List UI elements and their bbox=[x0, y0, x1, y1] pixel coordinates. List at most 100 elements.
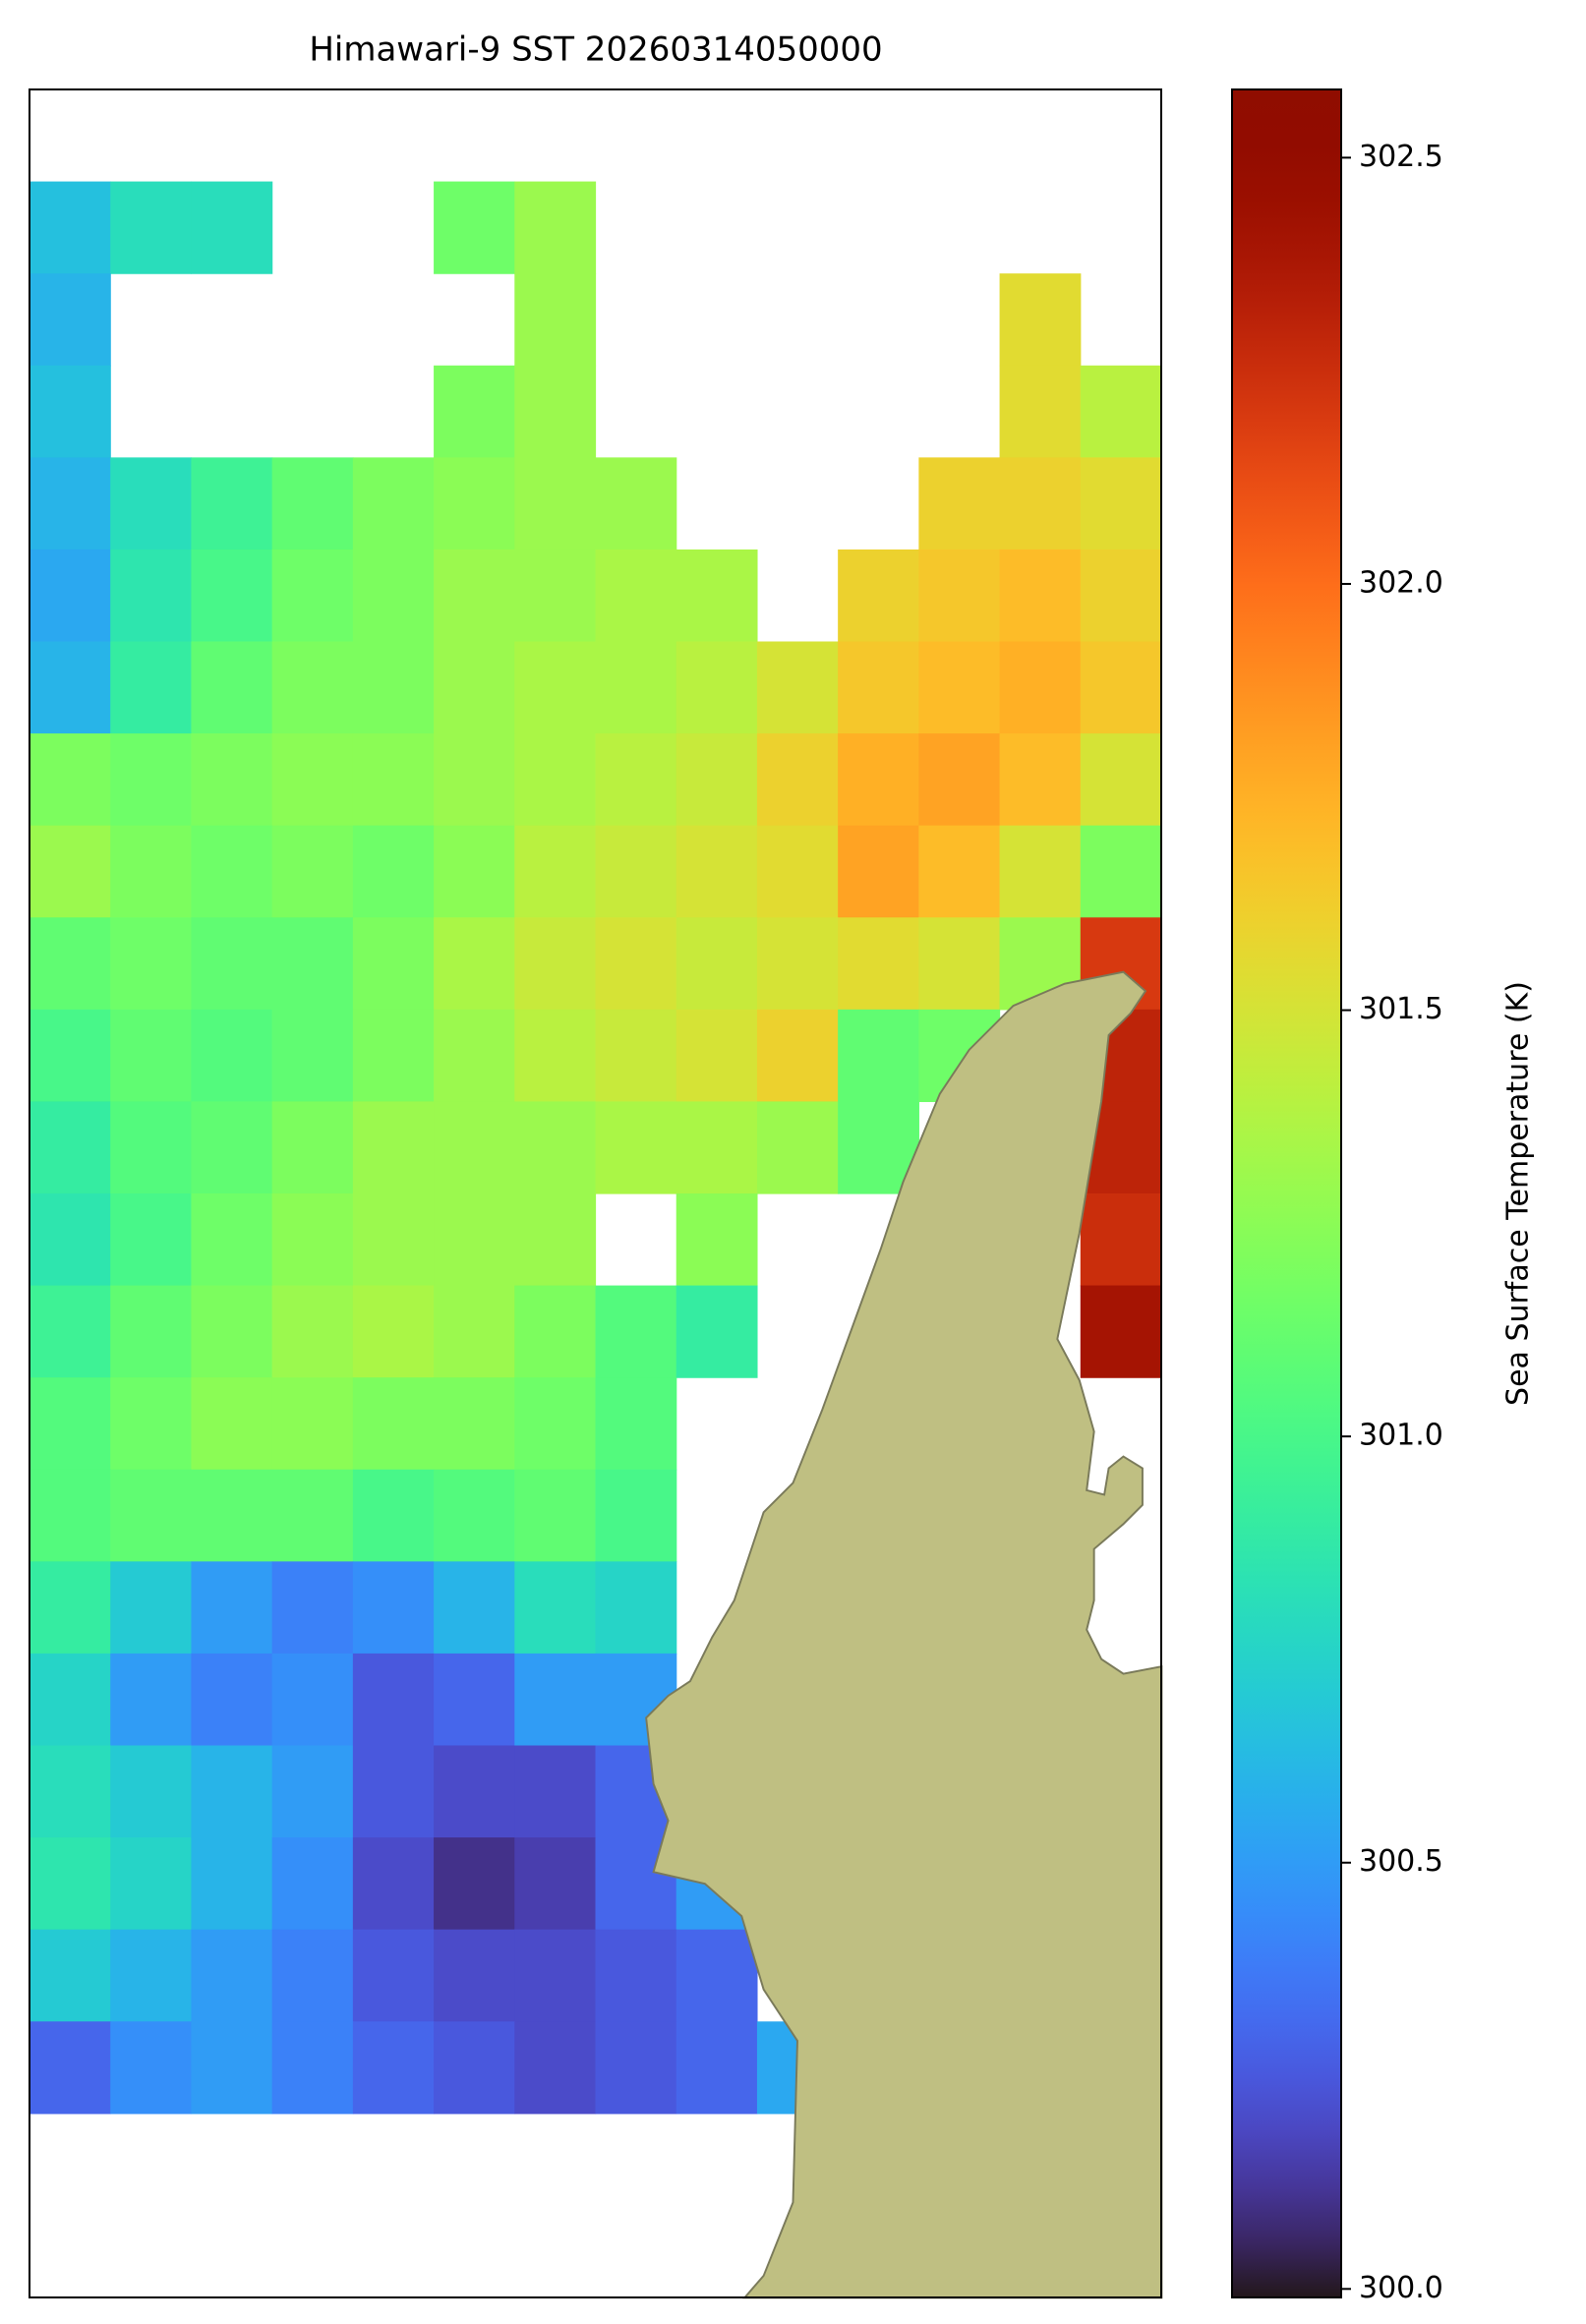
heatmap bbox=[29, 181, 1162, 2115]
cell bbox=[676, 733, 758, 827]
cell bbox=[676, 1929, 758, 2022]
cell bbox=[29, 1929, 111, 2022]
cell bbox=[352, 733, 435, 827]
cell bbox=[514, 1377, 597, 1471]
cell bbox=[29, 641, 111, 734]
cell bbox=[514, 1837, 597, 1931]
cell bbox=[29, 181, 111, 274]
cell bbox=[352, 457, 435, 551]
cell bbox=[29, 917, 111, 1011]
cell bbox=[29, 1469, 111, 1562]
colorbar-tick-label: 302.5 bbox=[1359, 140, 1443, 174]
cell bbox=[29, 1745, 111, 1838]
cell bbox=[918, 825, 1001, 918]
cell bbox=[110, 1009, 193, 1103]
cell bbox=[918, 549, 1001, 643]
cell bbox=[434, 733, 515, 827]
cell bbox=[271, 2021, 354, 2115]
cell bbox=[676, 1285, 758, 1378]
cell bbox=[110, 1193, 193, 1287]
cell bbox=[434, 549, 515, 643]
cell bbox=[434, 181, 515, 274]
cell bbox=[191, 1653, 273, 1747]
cell bbox=[191, 457, 273, 551]
cell bbox=[271, 1929, 354, 2022]
cell bbox=[110, 1653, 193, 1747]
cell bbox=[29, 549, 111, 643]
cell bbox=[29, 1193, 111, 1287]
cell bbox=[110, 1101, 193, 1194]
cell bbox=[434, 2021, 515, 2115]
cell bbox=[110, 1929, 193, 2022]
colorbar-tick-label: 302.0 bbox=[1359, 565, 1443, 600]
cell bbox=[838, 825, 919, 918]
cell bbox=[352, 1929, 435, 2022]
cell bbox=[1080, 733, 1162, 827]
cell bbox=[352, 917, 435, 1011]
cell bbox=[271, 1561, 354, 1655]
cell bbox=[918, 733, 1001, 827]
cell bbox=[271, 641, 354, 734]
cell bbox=[29, 1837, 111, 1931]
cell bbox=[434, 641, 515, 734]
cell bbox=[595, 917, 677, 1011]
land bbox=[645, 970, 1163, 2299]
cell bbox=[110, 457, 193, 551]
cell bbox=[676, 825, 758, 918]
cell bbox=[999, 457, 1082, 551]
cell bbox=[434, 825, 515, 918]
cell bbox=[1080, 1193, 1162, 1287]
cell bbox=[595, 457, 677, 551]
cell bbox=[352, 1009, 435, 1103]
cell bbox=[29, 825, 111, 918]
cell bbox=[756, 641, 839, 734]
cell bbox=[595, 1929, 677, 2022]
cell bbox=[595, 641, 677, 734]
cell bbox=[191, 1469, 273, 1562]
cell bbox=[595, 825, 677, 918]
colorbar-tick-label: 300.5 bbox=[1359, 1844, 1443, 1879]
cell bbox=[191, 641, 273, 734]
cell bbox=[434, 1745, 515, 1838]
cell bbox=[29, 1009, 111, 1103]
cell bbox=[1080, 365, 1162, 458]
cell bbox=[838, 917, 919, 1011]
cell bbox=[191, 1837, 273, 1931]
cell bbox=[191, 733, 273, 827]
cell bbox=[352, 1745, 435, 1838]
cell bbox=[271, 1193, 354, 1287]
cell bbox=[434, 1377, 515, 1471]
cell bbox=[434, 1653, 515, 1747]
cell bbox=[110, 641, 193, 734]
cell bbox=[1080, 825, 1162, 918]
cell bbox=[434, 1837, 515, 1931]
cell bbox=[352, 1653, 435, 1747]
cell bbox=[110, 1745, 193, 1838]
cell bbox=[676, 917, 758, 1011]
cell bbox=[110, 2021, 193, 2115]
cell bbox=[434, 1469, 515, 1562]
cell bbox=[271, 1377, 354, 1471]
cell bbox=[271, 733, 354, 827]
coastline bbox=[645, 970, 1163, 2299]
cell bbox=[595, 1561, 677, 1655]
cell bbox=[271, 1101, 354, 1194]
cell bbox=[514, 1009, 597, 1103]
cell bbox=[676, 641, 758, 734]
cell bbox=[191, 1193, 273, 1287]
cell bbox=[918, 641, 1001, 734]
colorbar-tick-label: 301.5 bbox=[1359, 992, 1443, 1026]
cell bbox=[110, 549, 193, 643]
cell bbox=[999, 365, 1082, 458]
cell bbox=[29, 733, 111, 827]
cell bbox=[595, 1469, 677, 1562]
cell bbox=[191, 2021, 273, 2115]
colorbar bbox=[1231, 88, 1342, 2298]
cell bbox=[191, 181, 273, 274]
cell bbox=[1080, 549, 1162, 643]
cell bbox=[756, 917, 839, 1011]
cell bbox=[110, 1837, 193, 1931]
cell bbox=[29, 365, 111, 458]
cell bbox=[352, 549, 435, 643]
